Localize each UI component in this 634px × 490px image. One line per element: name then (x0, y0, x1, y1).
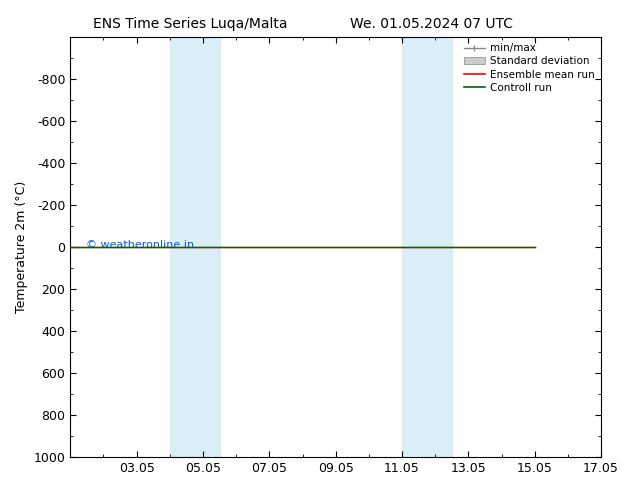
Legend: min/max, Standard deviation, Ensemble mean run, Controll run: min/max, Standard deviation, Ensemble me… (460, 39, 599, 97)
Bar (170, 37, 219, 457)
Text: © weatheronline.in: © weatheronline.in (86, 240, 195, 250)
Text: ENS Time Series Luqa/Malta: ENS Time Series Luqa/Malta (93, 17, 287, 31)
Y-axis label: Temperature 2m (°C): Temperature 2m (°C) (15, 181, 28, 313)
Bar (402, 37, 452, 457)
Text: We. 01.05.2024 07 UTC: We. 01.05.2024 07 UTC (349, 17, 513, 31)
